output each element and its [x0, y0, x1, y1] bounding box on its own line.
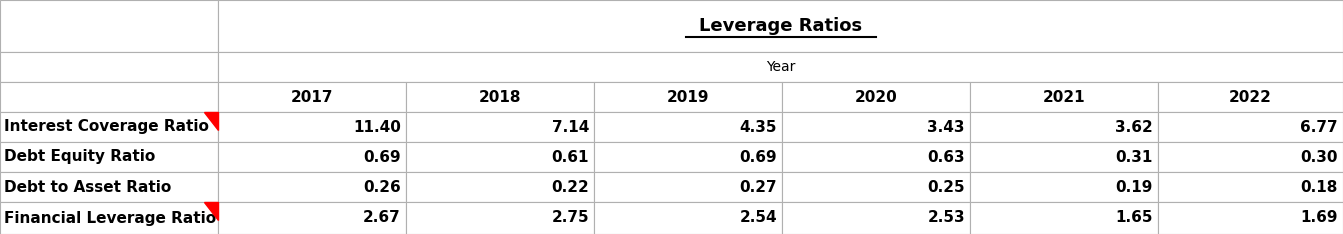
Bar — [594, 142, 782, 172]
Text: 2020: 2020 — [854, 89, 897, 105]
Text: 3.43: 3.43 — [928, 120, 966, 135]
Bar — [1158, 202, 1343, 234]
Bar — [218, 142, 406, 172]
Text: 3.62: 3.62 — [1115, 120, 1154, 135]
Text: 2.67: 2.67 — [363, 211, 402, 226]
Bar — [970, 82, 1158, 112]
Bar — [1158, 142, 1343, 172]
Text: 6.77: 6.77 — [1300, 120, 1338, 135]
Text: Year: Year — [766, 60, 795, 74]
Text: 0.26: 0.26 — [363, 179, 402, 194]
Bar — [406, 172, 594, 202]
Text: 2.53: 2.53 — [928, 211, 966, 226]
Text: 0.63: 0.63 — [928, 150, 966, 165]
Text: 0.69: 0.69 — [740, 150, 778, 165]
Bar — [0, 142, 218, 172]
Bar — [218, 202, 406, 234]
Bar — [0, 112, 218, 142]
Bar — [406, 112, 594, 142]
Text: Financial Leverage Ratio: Financial Leverage Ratio — [4, 211, 216, 226]
Text: 0.25: 0.25 — [928, 179, 966, 194]
Bar — [218, 172, 406, 202]
Polygon shape — [204, 202, 218, 220]
Text: 2019: 2019 — [666, 89, 709, 105]
Bar — [218, 0, 1343, 52]
Bar — [782, 202, 970, 234]
Text: 0.19: 0.19 — [1116, 179, 1154, 194]
Text: 4.35: 4.35 — [740, 120, 778, 135]
Text: Debt to Asset Ratio: Debt to Asset Ratio — [4, 179, 172, 194]
Bar — [782, 172, 970, 202]
Bar — [1158, 82, 1343, 112]
Text: 0.27: 0.27 — [740, 179, 778, 194]
Bar — [594, 202, 782, 234]
Text: 2021: 2021 — [1042, 89, 1085, 105]
Bar — [218, 82, 406, 112]
Text: Leverage Ratios: Leverage Ratios — [698, 17, 862, 35]
Bar — [594, 82, 782, 112]
Text: 0.30: 0.30 — [1300, 150, 1338, 165]
Text: 2.75: 2.75 — [552, 211, 590, 226]
Text: 2017: 2017 — [290, 89, 333, 105]
Bar — [782, 112, 970, 142]
Bar — [1158, 172, 1343, 202]
Bar — [0, 0, 218, 52]
Bar — [218, 52, 1343, 82]
Text: 0.31: 0.31 — [1116, 150, 1154, 165]
Polygon shape — [204, 112, 218, 130]
Text: 7.14: 7.14 — [552, 120, 590, 135]
Bar — [970, 142, 1158, 172]
Bar — [594, 112, 782, 142]
Bar — [782, 82, 970, 112]
Bar — [782, 142, 970, 172]
Bar — [0, 82, 218, 112]
Bar — [406, 142, 594, 172]
Text: 0.18: 0.18 — [1300, 179, 1338, 194]
Text: 1.65: 1.65 — [1116, 211, 1154, 226]
Text: Debt Equity Ratio: Debt Equity Ratio — [4, 150, 156, 165]
Bar — [1158, 112, 1343, 142]
Bar — [970, 112, 1158, 142]
Bar — [0, 202, 218, 234]
Text: 0.61: 0.61 — [552, 150, 590, 165]
Bar — [970, 172, 1158, 202]
Text: 2018: 2018 — [478, 89, 521, 105]
Bar — [594, 172, 782, 202]
Text: 2.54: 2.54 — [740, 211, 778, 226]
Text: 1.69: 1.69 — [1300, 211, 1338, 226]
Bar — [406, 82, 594, 112]
Text: 0.22: 0.22 — [551, 179, 590, 194]
Bar — [406, 202, 594, 234]
Text: 2022: 2022 — [1229, 89, 1272, 105]
Bar — [0, 172, 218, 202]
Bar — [970, 202, 1158, 234]
Bar — [218, 112, 406, 142]
Bar — [0, 52, 218, 82]
Text: Interest Coverage Ratio: Interest Coverage Ratio — [4, 120, 210, 135]
Text: 0.69: 0.69 — [364, 150, 402, 165]
Text: 11.40: 11.40 — [353, 120, 402, 135]
